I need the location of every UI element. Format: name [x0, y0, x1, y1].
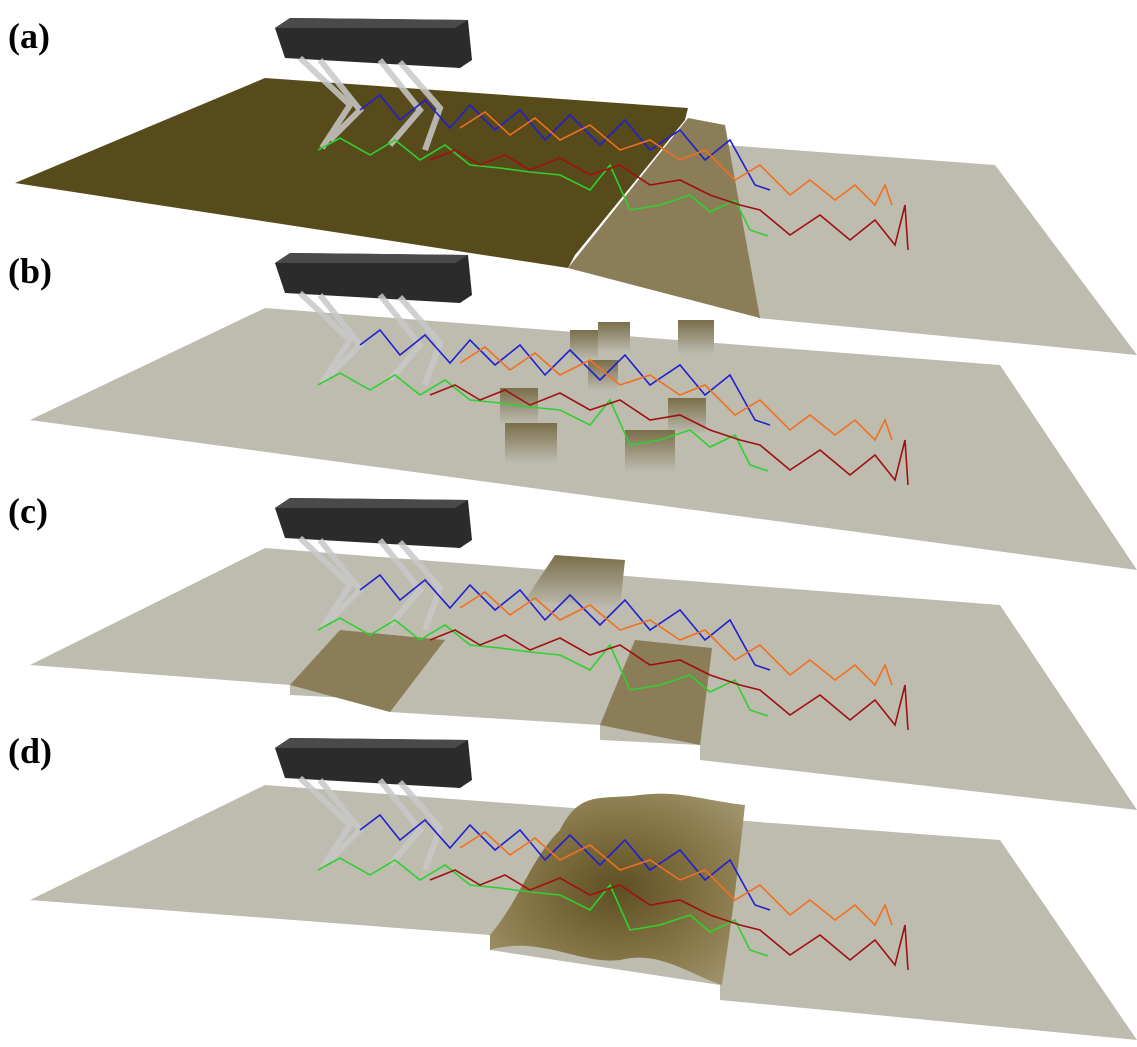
- panel-a: [15, 18, 1137, 355]
- figure: (a) (b) (c) (d): [0, 0, 1137, 1047]
- panel-label: (a): [8, 16, 50, 56]
- panel-label: (b): [8, 251, 52, 291]
- panel-label: (c): [8, 491, 48, 531]
- panel-label: (d): [8, 731, 52, 771]
